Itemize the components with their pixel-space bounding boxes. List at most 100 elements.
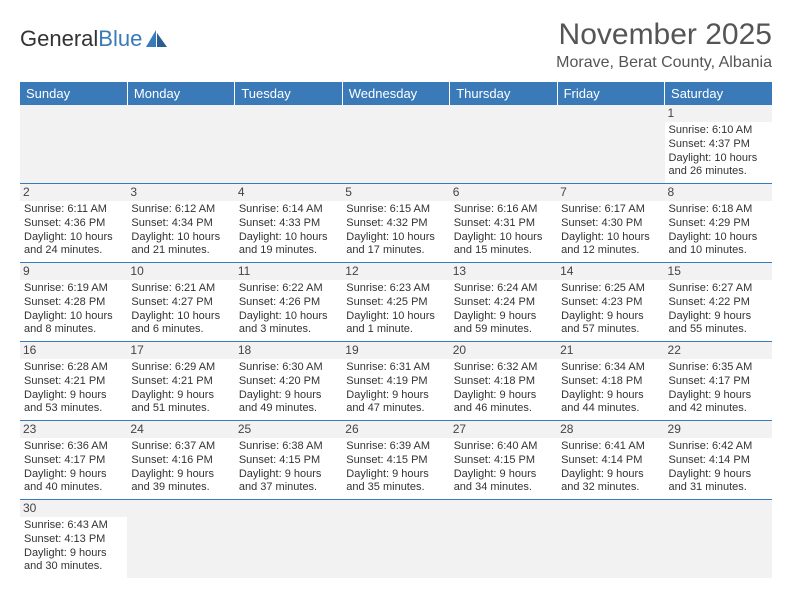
calendar-cell: 8Sunrise: 6:18 AMSunset: 4:29 PMDaylight… [665,184,772,263]
daylight-text-1: Daylight: 10 hours [346,231,445,245]
calendar-cell: 2Sunrise: 6:11 AMSunset: 4:36 PMDaylight… [20,184,127,263]
sunset-text: Sunset: 4:36 PM [24,217,123,231]
calendar-cell: 26 Sunrise: 6:39 AMSunset: 4:15 PMDayligh… [342,421,449,500]
sunset-text: Sunset: 4:34 PM [131,217,230,231]
day-number: 12 [342,263,449,280]
sunrise-text: Sunrise: 6:35 AM [669,361,768,375]
weekday-header-row: Sunday Monday Tuesday Wednesday Thursday… [20,82,772,105]
day-number: 29 [665,421,772,438]
calendar-cell: 23Sunrise: 6:36 AMSunset: 4:17 PMDayligh… [20,421,127,500]
sunset-text: Sunset: 4:16 PM [131,454,230,468]
daylight-text-1: Daylight: 10 hours [239,310,338,324]
sunrise-text: Sunrise: 6:10 AM [669,124,768,138]
sunset-text: Sunset: 4:13 PM [24,533,123,547]
sunrise-text: Sunrise: 6:39 AM [346,440,445,454]
calendar-cell: 14Sunrise: 6:25 AMSunset: 4:23 PMDayligh… [557,263,664,342]
calendar-cell: 30Sunrise: 6:43 AMSunset: 4:13 PMDayligh… [20,500,127,579]
calendar-cell [665,500,772,579]
daylight-text-1: Daylight: 10 hours [454,231,553,245]
calendar-cell: 21Sunrise: 6:34 AMSunset: 4:18 PMDayligh… [557,342,664,421]
calendar-cell: 13Sunrise: 6:24 AMSunset: 4:24 PMDayligh… [450,263,557,342]
weekday-header: Saturday [665,82,772,105]
calendar-body: 1Sunrise: 6:10 AMSunset: 4:37 PMDaylight… [20,105,772,578]
sunrise-text: Sunrise: 6:23 AM [346,282,445,296]
calendar-cell: 6Sunrise: 6:16 AMSunset: 4:31 PMDaylight… [450,184,557,263]
day-number: 26 [342,421,449,438]
daylight-text-2: and 55 minutes. [669,323,768,337]
sunset-text: Sunset: 4:14 PM [561,454,660,468]
sunset-text: Sunset: 4:26 PM [239,296,338,310]
daylight-text-1: Daylight: 9 hours [131,389,230,403]
daylight-text-2: and 32 minutes. [561,481,660,495]
calendar-cell: 7Sunrise: 6:17 AMSunset: 4:30 PMDaylight… [557,184,664,263]
day-number: 21 [557,342,664,359]
day-number: 3 [127,184,234,201]
calendar-row: 30Sunrise: 6:43 AMSunset: 4:13 PMDayligh… [20,500,772,579]
sunset-text: Sunset: 4:15 PM [454,454,553,468]
sunrise-text: Sunrise: 6:16 AM [454,203,553,217]
sunset-text: Sunset: 4:15 PM [239,454,338,468]
daylight-text-2: and 6 minutes. [131,323,230,337]
weekday-header: Tuesday [235,82,342,105]
daylight-text-1: Daylight: 9 hours [131,468,230,482]
day-number: 17 [127,342,234,359]
daylight-text-2: and 49 minutes. [239,402,338,416]
sunrise-text: Sunrise: 6:42 AM [669,440,768,454]
sunset-text: Sunset: 4:15 PM [346,454,445,468]
sunrise-text: Sunrise: 6:38 AM [239,440,338,454]
sunrise-text: Sunrise: 6:41 AM [561,440,660,454]
calendar-cell: 12Sunrise: 6:23 AMSunset: 4:25 PMDayligh… [342,263,449,342]
day-number: 16 [20,342,127,359]
daylight-text-2: and 59 minutes. [454,323,553,337]
calendar-row: 23Sunrise: 6:36 AMSunset: 4:17 PMDayligh… [20,421,772,500]
sunrise-text: Sunrise: 6:22 AM [239,282,338,296]
day-number: 11 [235,263,342,280]
daylight-text-2: and 51 minutes. [131,402,230,416]
sunset-text: Sunset: 4:21 PM [24,375,123,389]
day-number: 20 [450,342,557,359]
daylight-text-1: Daylight: 10 hours [131,231,230,245]
day-number: 28 [557,421,664,438]
daylight-text-1: Daylight: 10 hours [561,231,660,245]
sunrise-text: Sunrise: 6:30 AM [239,361,338,375]
calendar-cell: 20Sunrise: 6:32 AMSunset: 4:18 PMDayligh… [450,342,557,421]
calendar-cell: 27Sunrise: 6:40 AMSunset: 4:15 PMDayligh… [450,421,557,500]
daylight-text-2: and 8 minutes. [24,323,123,337]
sunset-text: Sunset: 4:20 PM [239,375,338,389]
sunset-text: Sunset: 4:18 PM [561,375,660,389]
sunset-text: Sunset: 4:28 PM [24,296,123,310]
daylight-text-2: and 35 minutes. [346,481,445,495]
daylight-text-1: Daylight: 9 hours [346,389,445,403]
day-number: 19 [342,342,449,359]
sunset-text: Sunset: 4:19 PM [346,375,445,389]
calendar-cell: 15Sunrise: 6:27 AMSunset: 4:22 PMDayligh… [665,263,772,342]
daylight-text-1: Daylight: 10 hours [24,310,123,324]
sunrise-text: Sunrise: 6:25 AM [561,282,660,296]
sunrise-text: Sunrise: 6:14 AM [239,203,338,217]
day-number: 25 [235,421,342,438]
daylight-text-1: Daylight: 9 hours [346,468,445,482]
day-number: 2 [20,184,127,201]
sunset-text: Sunset: 4:21 PM [131,375,230,389]
calendar-row: 9Sunrise: 6:19 AMSunset: 4:28 PMDaylight… [20,263,772,342]
sunrise-text: Sunrise: 6:27 AM [669,282,768,296]
sunrise-text: Sunrise: 6:28 AM [24,361,123,375]
sunset-text: Sunset: 4:32 PM [346,217,445,231]
daylight-text-2: and 15 minutes. [454,244,553,258]
daylight-text-2: and 46 minutes. [454,402,553,416]
sunrise-text: Sunrise: 6:29 AM [131,361,230,375]
day-number: 5 [342,184,449,201]
calendar-row: 2Sunrise: 6:11 AMSunset: 4:36 PMDaylight… [20,184,772,263]
sunrise-text: Sunrise: 6:40 AM [454,440,553,454]
daylight-text-2: and 1 minute. [346,323,445,337]
day-number: 22 [665,342,772,359]
day-number: 30 [20,500,127,517]
sunset-text: Sunset: 4:24 PM [454,296,553,310]
logo-text-blue: Blue [98,26,142,52]
calendar-cell [342,500,449,579]
calendar-cell: 24Sunrise: 6:37 AMSunset: 4:16 PMDayligh… [127,421,234,500]
daylight-text-2: and 34 minutes. [454,481,553,495]
daylight-text-2: and 42 minutes. [669,402,768,416]
logo-sail-icon [146,30,168,48]
daylight-text-2: and 10 minutes. [669,244,768,258]
